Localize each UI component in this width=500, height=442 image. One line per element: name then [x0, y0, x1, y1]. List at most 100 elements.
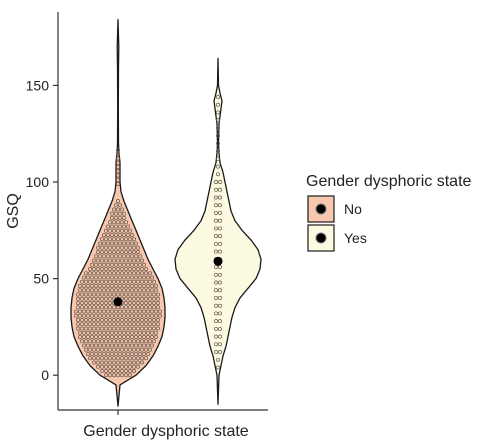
- data-dot: [116, 199, 120, 203]
- data-dot: [76, 326, 80, 331]
- data-dot: [102, 343, 106, 348]
- data-dot: [80, 292, 84, 297]
- data-dot: [120, 369, 124, 373]
- data-dot: [88, 279, 92, 284]
- data-dot: [132, 364, 136, 369]
- legend-items: No Yes: [307, 195, 367, 252]
- data-dot: [116, 156, 120, 161]
- data-dot: [124, 292, 128, 297]
- data-dot: [120, 347, 124, 352]
- data-dot: [118, 262, 122, 267]
- data-dot: [108, 364, 112, 369]
- data-dot: [122, 288, 126, 293]
- data-dot: [218, 326, 222, 331]
- data-dot: [122, 343, 126, 348]
- data-dot: [128, 228, 132, 233]
- data-dot: [108, 347, 112, 352]
- data-dot: [144, 322, 148, 327]
- data-dot: [84, 301, 88, 305]
- data-dot: [116, 258, 120, 263]
- data-dot: [140, 347, 144, 352]
- data-dot: [126, 352, 130, 356]
- data-dot: [218, 350, 222, 354]
- data-dot: [114, 224, 118, 229]
- data-dot: [136, 271, 140, 276]
- data-dot: [150, 313, 154, 318]
- data-dot: [146, 284, 150, 288]
- data-dot: [156, 305, 160, 310]
- data-dot: [114, 309, 118, 314]
- data-dot: [96, 301, 100, 305]
- data-dot: [134, 330, 138, 335]
- data-dot: [108, 356, 112, 361]
- data-dot: [116, 364, 120, 369]
- data-dot: [132, 318, 136, 322]
- data-dot: [130, 352, 134, 356]
- data-dot: [134, 335, 138, 339]
- data-dot: [140, 326, 144, 331]
- data-dot: [136, 356, 140, 361]
- data-dot: [118, 211, 122, 216]
- data-dot: [122, 216, 126, 220]
- data-dot: [132, 305, 136, 310]
- data-dot: [216, 164, 220, 169]
- data-dot: [116, 322, 120, 327]
- data-dot: [110, 233, 114, 237]
- data-dot: [136, 339, 140, 344]
- data-dot: [114, 343, 118, 348]
- data-dot: [96, 279, 100, 284]
- data-dot: [214, 241, 218, 246]
- data-dot: [120, 250, 124, 254]
- data-dot: [80, 296, 84, 301]
- data-dot: [90, 330, 94, 335]
- data-dot: [138, 262, 142, 267]
- data-dot: [134, 254, 138, 259]
- data-dot: [90, 262, 94, 267]
- data-dot: [104, 250, 108, 254]
- data-dot: [128, 318, 132, 322]
- data-dot: [140, 360, 144, 365]
- data-dot: [214, 303, 218, 308]
- data-dot: [132, 326, 136, 331]
- data-dot: [92, 301, 96, 305]
- data-dot: [92, 271, 96, 276]
- data-dot: [214, 342, 218, 347]
- data-dot: [100, 250, 104, 254]
- data-dot: [148, 339, 152, 344]
- data-dot: [134, 275, 138, 280]
- data-dot: [132, 369, 136, 373]
- data-dot: [146, 335, 150, 339]
- data-dot: [144, 347, 148, 352]
- data-dot: [88, 267, 92, 271]
- data-dot: [124, 301, 128, 305]
- data-dot: [94, 284, 98, 288]
- data-dot: [110, 241, 114, 246]
- data-dot: [86, 284, 90, 288]
- data-dot: [140, 279, 144, 284]
- data-dot: [138, 309, 142, 314]
- data-dot: [114, 233, 118, 237]
- data-dot: [128, 347, 132, 352]
- data-dot: [216, 149, 220, 154]
- data-dot: [216, 133, 220, 138]
- data-dot: [116, 164, 120, 169]
- data-dot: [118, 203, 122, 208]
- data-dot: [116, 173, 120, 178]
- data-dot: [216, 118, 220, 123]
- data-dot: [154, 309, 158, 314]
- data-dot: [136, 360, 140, 365]
- data-dot: [218, 218, 222, 223]
- data-dot: [128, 258, 132, 263]
- data-dot: [146, 275, 150, 280]
- data-dot: [104, 237, 108, 242]
- data-dot: [110, 309, 114, 314]
- data-dot: [116, 169, 120, 174]
- data-dot: [148, 326, 152, 331]
- data-dot: [136, 318, 140, 322]
- data-dot: [104, 305, 108, 310]
- data-dot: [112, 339, 116, 344]
- data-dot: [88, 292, 92, 297]
- data-dot: [84, 322, 88, 327]
- data-dot: [214, 265, 218, 269]
- data-dot: [122, 330, 126, 335]
